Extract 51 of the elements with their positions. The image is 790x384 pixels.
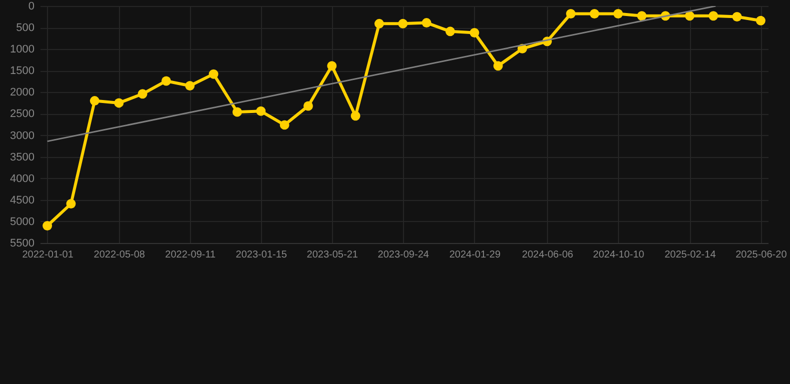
x-tick-label: 2023-09-24	[378, 250, 430, 260]
point	[350, 111, 360, 121]
y-tick-label: 4500	[10, 194, 34, 206]
point	[493, 61, 503, 71]
x-tick-label: 2023-01-15	[236, 250, 288, 260]
point	[303, 101, 313, 111]
x-tick-label: 2023-05-21	[306, 250, 358, 260]
x-tick-label: 2025-02-14	[664, 250, 716, 260]
point	[232, 107, 242, 117]
y-tick-label: 1000	[10, 44, 34, 56]
x-tick-label: 2022-01-01	[22, 250, 74, 260]
point	[756, 16, 766, 26]
point	[66, 199, 76, 209]
point	[445, 26, 455, 36]
y-tick-label: 0	[28, 0, 34, 12]
point	[374, 18, 384, 28]
y-tick-label: 5000	[10, 216, 34, 228]
x-tick-label: 2024-06-06	[522, 250, 574, 260]
point	[613, 9, 623, 18]
y-tick-label: 2000	[10, 86, 34, 99]
point	[422, 18, 432, 28]
point	[398, 18, 408, 28]
point	[590, 9, 600, 18]
point	[637, 11, 647, 21]
y-tick-label: 500	[16, 22, 34, 34]
y-tick-label: 2500	[10, 108, 34, 120]
point	[732, 12, 742, 22]
x-tick-label: 2022-09-11	[165, 250, 216, 260]
x-tick-label: 2022-05-08	[94, 250, 146, 260]
y-tick-label: 5500	[10, 238, 34, 250]
point	[566, 9, 576, 18]
point	[327, 61, 337, 71]
x-tick-label: 2024-10-10	[593, 250, 645, 260]
y-tick-label: 3000	[10, 130, 34, 142]
point	[185, 80, 195, 90]
point	[161, 76, 171, 86]
point	[90, 96, 100, 106]
point	[114, 98, 124, 108]
point	[42, 221, 52, 230]
x-tick-label: 2025-06-20	[736, 250, 788, 260]
point	[280, 120, 290, 130]
point	[684, 11, 694, 21]
y-tick-label: 4000	[10, 172, 34, 185]
y-tick-label: 3500	[10, 151, 34, 164]
x-tick-label: 2024-01-29	[449, 250, 501, 260]
point	[208, 69, 218, 79]
point	[470, 28, 480, 38]
point	[708, 11, 718, 21]
point	[138, 89, 148, 99]
y-tick-label: 1500	[10, 65, 34, 78]
point	[256, 106, 266, 116]
